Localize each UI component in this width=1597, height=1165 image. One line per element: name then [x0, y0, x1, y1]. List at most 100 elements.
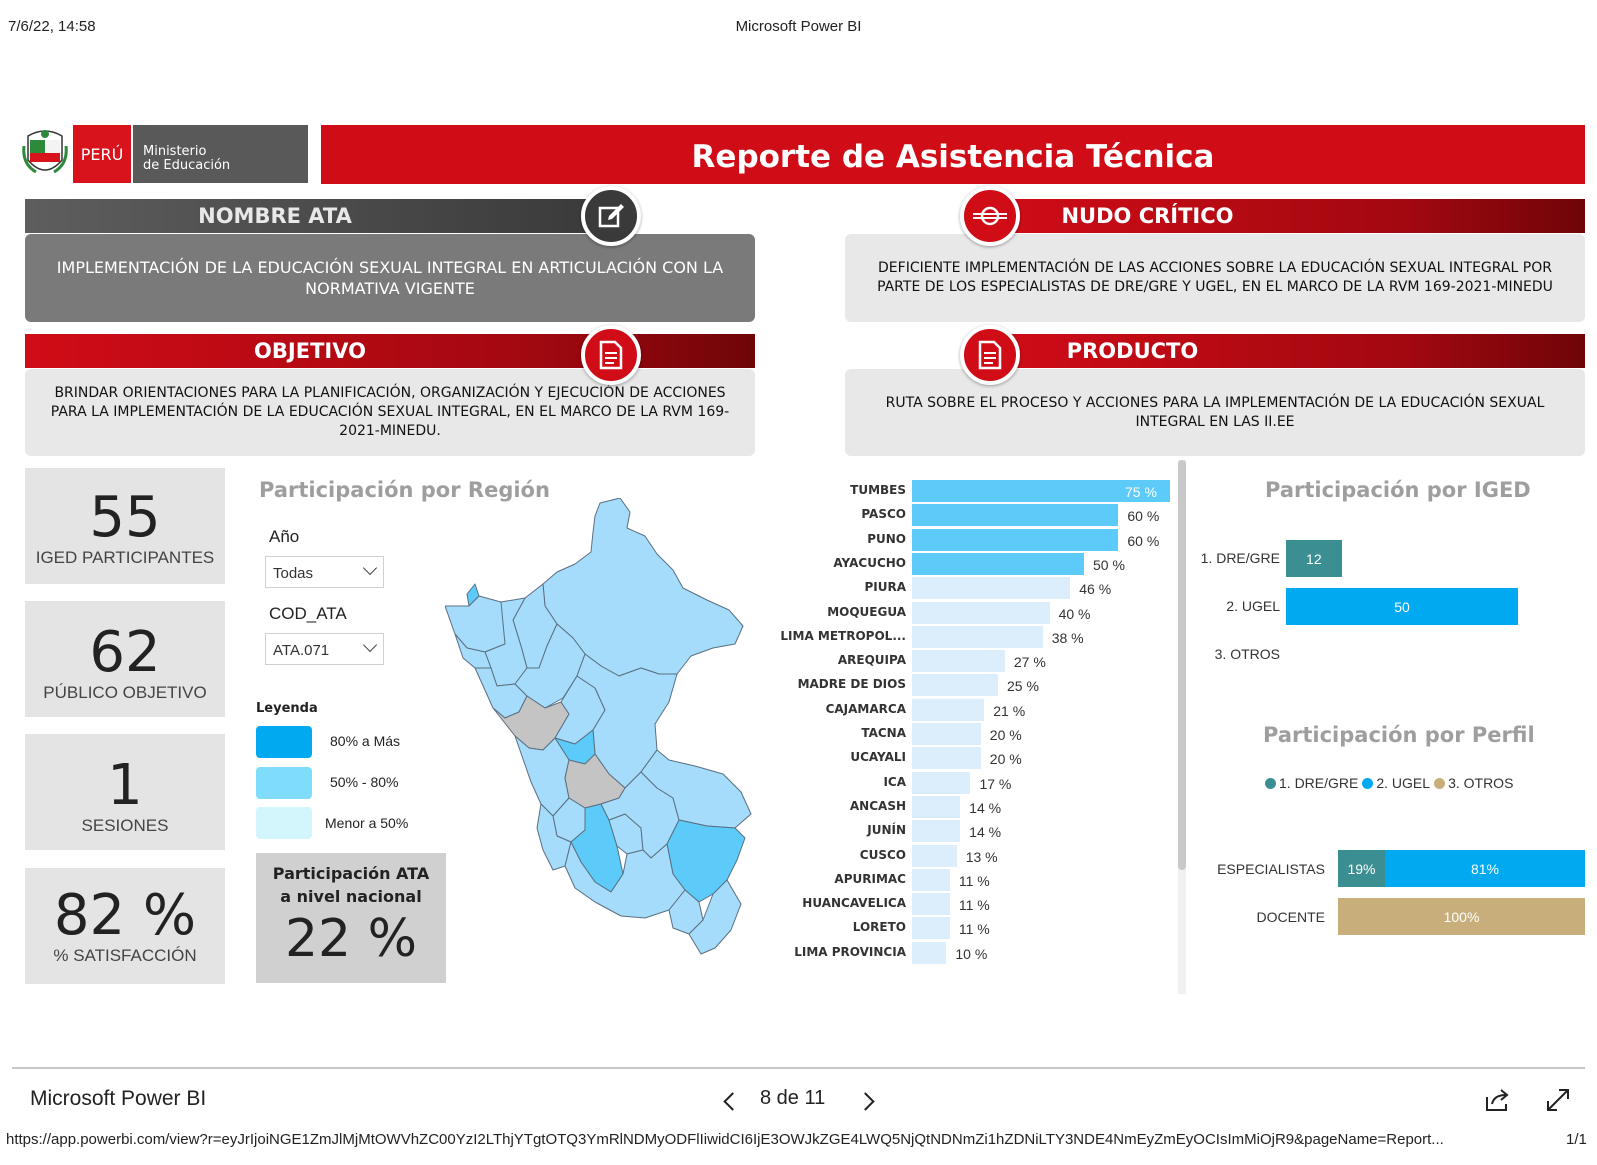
chevron-right-icon	[855, 1091, 875, 1111]
perfil-card-title: Participación por Perfil	[1263, 723, 1535, 747]
footer-divider	[12, 1067, 1585, 1069]
fullscreen-button[interactable]	[1545, 1087, 1571, 1117]
iged-label: 2. UGEL	[1226, 598, 1280, 614]
iged-bar[interactable]: 50	[1286, 588, 1518, 625]
region-bar[interactable]	[912, 625, 1043, 648]
iged-bar-chart[interactable]: 1. DRE/GRE 12 2. UGEL 50 3. OTROS	[1200, 540, 1585, 690]
perfil-label: ESPECIALISTAS	[1217, 861, 1325, 877]
region-label: TACNA	[861, 726, 906, 740]
kpi-publico-label: PÚBLICO OBJETIVO	[43, 683, 207, 702]
ministry-logo: Ministerio de Educación	[133, 125, 308, 183]
region-label: PUNO	[867, 531, 906, 546]
legend-swatch-low	[256, 807, 312, 839]
region-bar[interactable]	[912, 917, 950, 940]
legend-title: Leyenda	[256, 701, 318, 716]
region-bar[interactable]	[912, 528, 1119, 551]
document-icon	[581, 325, 641, 385]
product-document-icon	[960, 325, 1020, 385]
kpi-iged-label: IGED PARTICIPANTES	[35, 548, 215, 567]
region-value-label: 14 %	[969, 799, 1002, 816]
perfil-bar-segment[interactable]: 81%	[1384, 850, 1585, 887]
legend-dot-dre	[1265, 777, 1276, 789]
region-arequipa[interactable]	[564, 841, 686, 919]
iged-bar-value: 12	[1306, 550, 1322, 567]
national-label-2: a nivel nacional	[280, 887, 422, 906]
region-value-label: 11 %	[958, 921, 990, 938]
nombre-ata-box: IMPLEMENTACIÓN DE LA EDUCACIÓN SEXUAL IN…	[25, 234, 755, 322]
region-value-label: 10 %	[955, 945, 988, 962]
chevron-down-icon[interactable]	[362, 637, 378, 653]
region-bar[interactable]	[912, 747, 981, 770]
peru-map[interactable]	[444, 497, 775, 976]
region-bar[interactable]	[912, 480, 1170, 502]
region-label: UCAYALI	[850, 750, 906, 765]
nombre-ata-header: NOMBRE ATA	[25, 199, 605, 233]
legend-swatch-mid	[256, 767, 312, 799]
chart-scrollbar-thumb[interactable]	[1178, 460, 1186, 870]
kpi-satisfaccion-value: 82 %	[53, 883, 197, 948]
region-label: LIMA PROVINCIA	[794, 944, 906, 959]
region-label: MOQUEGUA	[827, 604, 906, 619]
region-label: JUNÍN	[867, 823, 906, 838]
region-bar[interactable]	[912, 674, 998, 697]
page-indicator: 8 de 11	[760, 1087, 826, 1109]
iged-bar[interactable]: 12	[1286, 540, 1342, 577]
region-bar-chart[interactable]: TUMBES 75 % PASCO 60 % PUNO 60 % AYACUCHO 50 % P…	[770, 480, 1175, 990]
region-bar[interactable]	[912, 601, 1050, 624]
region-bar[interactable]	[912, 504, 1119, 527]
objetivo-title: OBJETIVO	[254, 339, 366, 363]
share-icon	[1486, 1089, 1509, 1111]
iged-bar-value: 50	[1394, 598, 1410, 615]
ata-slicer[interactable]: ATA.071	[265, 633, 384, 665]
region-bar[interactable]	[912, 650, 1005, 673]
region-bar[interactable]	[912, 868, 950, 891]
region-value-label: 60 %	[1127, 532, 1160, 549]
legend-label-high: 80% a Más	[330, 733, 401, 749]
region-label: APURIMAC	[834, 871, 906, 886]
year-slicer[interactable]: Todas	[265, 556, 384, 588]
region-bar[interactable]	[912, 820, 961, 843]
kpi-sesiones-value: 1	[107, 753, 143, 818]
region-label: AREQUIPA	[837, 653, 906, 668]
share-button[interactable]	[1484, 1087, 1512, 1117]
print-page-number: 1/1	[1566, 1131, 1587, 1148]
kpi-iged: 55 IGED PARTICIPANTES	[25, 468, 225, 584]
objetivo-header: OBJETIVO	[25, 334, 755, 368]
next-page-button[interactable]	[855, 1090, 875, 1112]
perfil-bar-segment[interactable]: 19%	[1338, 850, 1385, 887]
kpi-satisfaccion: 82 % % SATISFACCIÓN	[25, 868, 225, 984]
region-bar[interactable]	[912, 577, 1071, 600]
chevron-down-icon[interactable]	[362, 560, 378, 576]
region-label: PASCO	[861, 507, 906, 522]
region-bar[interactable]	[912, 552, 1084, 575]
region-card-title: Participación por Región	[259, 478, 550, 502]
region-value-label: 46 %	[1079, 581, 1112, 598]
footer-brand: Microsoft Power BI	[30, 1087, 207, 1110]
region-value-label: 60 %	[1127, 508, 1160, 525]
prev-page-button[interactable]	[722, 1090, 742, 1112]
iged-label: 1. DRE/GRE	[1200, 550, 1280, 566]
perfil-bar-segment[interactable]: 100%	[1338, 898, 1585, 935]
kpi-publico: 62 PÚBLICO OBJETIVO	[25, 601, 225, 717]
perfil-legend: 1. DRE/GRE 2. UGEL 3. OTROS	[1265, 775, 1513, 791]
perfil-label: DOCENTE	[1256, 909, 1325, 925]
region-bar[interactable]	[912, 844, 957, 867]
report-title: Reporte de Asistencia Técnica	[321, 125, 1585, 184]
perfil-bar-chart[interactable]: ESPECIALISTAS 19% 81% DOCENTE 100%	[1200, 850, 1585, 950]
legend-dot-ugel	[1362, 777, 1374, 789]
chevron-left-icon	[722, 1091, 742, 1111]
region-bar[interactable]	[912, 893, 950, 916]
region-bar[interactable]	[912, 941, 947, 964]
region-bar[interactable]	[912, 698, 985, 721]
legend-label-mid: 50% - 80%	[330, 774, 399, 790]
nudo-header: NUDO CRÍTICO	[990, 199, 1585, 233]
producto-header: PRODUCTO	[990, 334, 1585, 368]
legend-ugel-label: 2. UGEL	[1376, 775, 1431, 791]
legend-dre-label: 1. DRE/GRE	[1279, 775, 1359, 791]
region-tacna[interactable]	[688, 879, 742, 955]
region-bar[interactable]	[912, 723, 981, 745]
producto-text: RUTA SOBRE EL PROCESO Y ACCIONES PARA LA…	[885, 394, 1545, 430]
region-bar[interactable]	[912, 795, 961, 818]
kpi-satisfaccion-label: % SATISFACCIÓN	[53, 946, 197, 965]
region-bar[interactable]	[912, 771, 971, 794]
